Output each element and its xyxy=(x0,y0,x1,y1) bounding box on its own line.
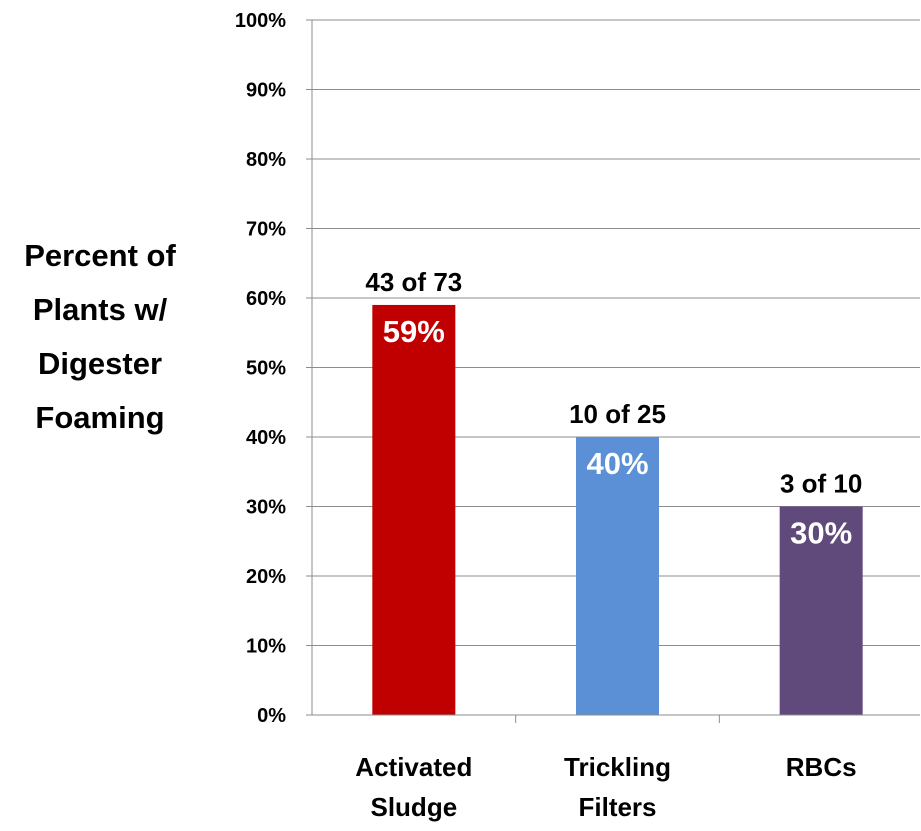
count-label: 3 of 10 xyxy=(780,469,862,499)
x-tick-label: Trickling xyxy=(564,752,671,782)
axes xyxy=(311,20,920,723)
value-label: 30% xyxy=(790,516,852,551)
y-tick-label: 20% xyxy=(246,566,286,588)
y-tick-label: 50% xyxy=(246,358,286,380)
y-tick-label: 40% xyxy=(246,427,286,449)
value-label: 40% xyxy=(586,446,648,481)
x-tick-label: Sludge xyxy=(370,792,457,822)
x-tick-label: Filters xyxy=(578,792,656,822)
y-tick-label: 100% xyxy=(235,10,286,32)
x-tick-label: Activated xyxy=(355,752,472,782)
y-tick-label: 30% xyxy=(246,497,286,519)
count-labels: 43 of 73 10 of 25 3 of 10 xyxy=(365,267,862,499)
y-axis-title-line: Percent of xyxy=(24,238,176,273)
y-tick-label: 80% xyxy=(246,149,286,171)
y-tick-label: 0% xyxy=(257,705,286,727)
y-axis-title-line: Foaming xyxy=(35,400,164,435)
y-axis-title: Percent of Plants w/Digester Foaming xyxy=(24,238,176,435)
x-tick-label: RBCs xyxy=(786,752,857,782)
y-tick-label: 60% xyxy=(246,288,286,310)
y-tick-label: 90% xyxy=(246,80,286,102)
bars xyxy=(372,304,863,715)
y-tick-label: 10% xyxy=(246,636,286,658)
y-axis-title-line: Plants w/ xyxy=(33,292,168,327)
y-axis-ticks: 0% 10% 20% 30% 40% 50% 60% 70% 80% 90% 100% xyxy=(235,10,312,727)
bar xyxy=(372,304,456,715)
count-label: 43 of 73 xyxy=(365,267,462,297)
bar xyxy=(779,506,863,715)
x-axis-ticks: Activated Sludge Trickling Filters RBCs xyxy=(355,752,856,822)
bar xyxy=(576,437,659,715)
count-label: 10 of 25 xyxy=(569,399,666,429)
y-axis-title-line: Digester xyxy=(38,346,162,381)
y-tick-label: 70% xyxy=(246,219,286,241)
value-labels: 59% 40% 30% xyxy=(383,314,852,551)
value-label: 59% xyxy=(383,314,445,349)
